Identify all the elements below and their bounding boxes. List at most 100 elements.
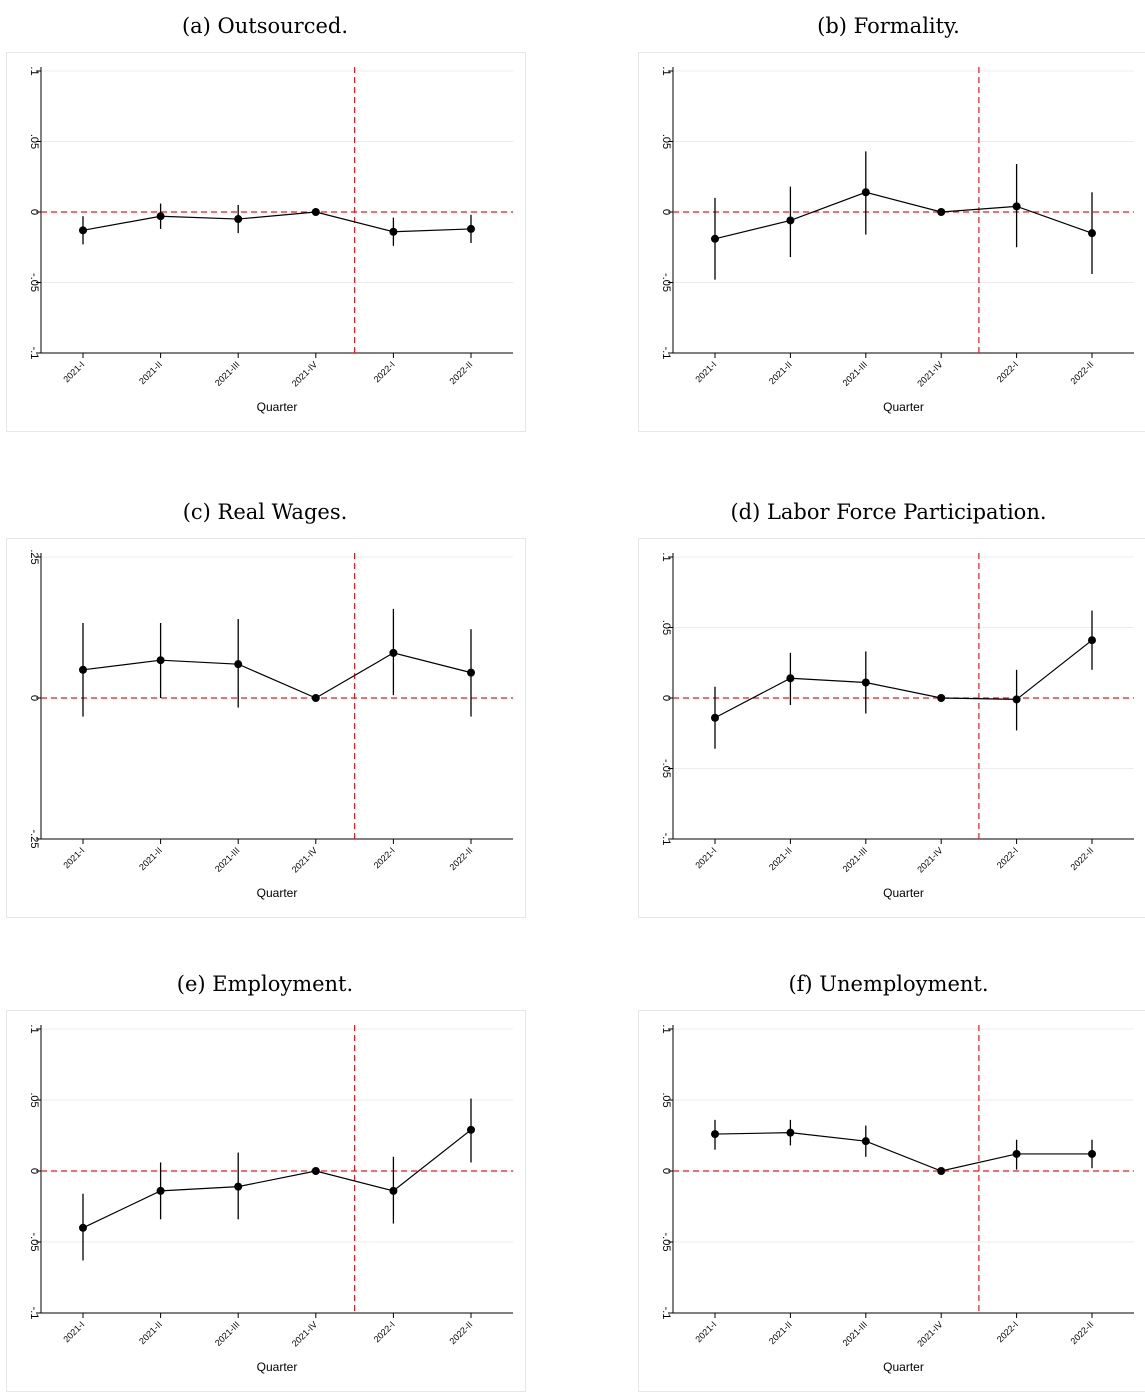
chart-title: (c) Real Wages. — [182, 500, 348, 524]
x-tick-label: 2021-IV — [915, 845, 944, 874]
x-tick-label: 2021-II — [767, 359, 794, 386]
data-point — [389, 648, 398, 657]
chart-title: (a) Outsourced. — [181, 14, 349, 38]
plot-frame: .1 .05 0 -.05 -.1 2021-I 2021-II 2021-III 2021-I… — [638, 1010, 1145, 1392]
y-tick-label: 0 — [28, 209, 40, 215]
y-tick-label: -.1 — [660, 833, 672, 846]
y-tick-label: .05 — [660, 620, 672, 635]
x-tick-label: 2022-II — [1069, 359, 1096, 386]
data-point — [1012, 1149, 1021, 1158]
y-tick-label: 0 — [660, 695, 672, 701]
data-point — [234, 215, 243, 224]
x-tick-label: 2021-II — [767, 1319, 794, 1346]
chart-panel-b: (b) Formality. .1 .05 0 -.05 -.1 2021-I 2021-I… — [632, 0, 1145, 440]
series-line — [82, 1129, 472, 1229]
x-tick-label: 2021-III — [841, 359, 870, 388]
x-axis-label: Quarter — [883, 400, 924, 414]
chart-panel-e: (e) Employment. .1 .05 0 -.05 -.1 2021-I 2021-… — [0, 958, 530, 1397]
y-tick-label: -.1 — [660, 347, 672, 360]
data-point — [786, 1128, 795, 1137]
y-tick-label: 0 — [28, 695, 40, 701]
series-line — [714, 1132, 1092, 1172]
x-tick-label: 2022-II — [448, 1319, 475, 1346]
y-tick-label: .05 — [660, 134, 672, 149]
data-point — [1088, 636, 1096, 645]
x-tick-label: 2021-I — [61, 359, 86, 384]
plot-frame: .25 0 -.25 2021-I 2021-II 2021-III 2021-IV 2022… — [6, 538, 526, 918]
x-tick-label: 2022-I — [995, 845, 1020, 870]
data-point — [79, 1223, 87, 1232]
y-tick-label: .1 — [28, 66, 40, 75]
y-tick-label: -.05 — [660, 273, 672, 292]
y-tick-label: .1 — [660, 66, 672, 75]
x-tick-label: 2021-IV — [915, 359, 944, 388]
chart-svg: .1 .05 0 -.05 -.1 2021-I 2021-II 2021-III 2021-I… — [660, 66, 1134, 414]
data-point — [786, 216, 795, 225]
chart-svg: .1 .05 0 -.05 -.1 2021-I 2021-II 2021-III 2021-I… — [660, 552, 1134, 900]
y-tick-label: .1 — [660, 1024, 672, 1033]
data-point — [1012, 202, 1021, 211]
data-point — [467, 1125, 475, 1134]
y-tick-label: -.05 — [660, 759, 672, 778]
data-point — [311, 1167, 320, 1175]
x-tick-label: 2022-II — [1069, 1319, 1096, 1346]
data-point — [79, 665, 87, 674]
x-tick-label: 2022-II — [448, 359, 475, 386]
y-tick-label: -.25 — [28, 830, 40, 849]
y-tick-label: 0 — [660, 209, 672, 215]
y-tick-label: 0 — [28, 1168, 40, 1174]
data-point — [937, 208, 946, 216]
data-point — [156, 656, 165, 665]
data-point — [389, 227, 398, 236]
x-axis-label: Quarter — [257, 886, 298, 900]
x-tick-label: 2022-I — [995, 1319, 1020, 1344]
chart-panel-c: (c) Real Wages. .25 0 -.25 2021-I 2021-II 202… — [0, 486, 530, 926]
chart-panel-f: (f) Unemployment. .1 .05 0 -.05 -.1 2021-I 202… — [632, 958, 1145, 1397]
x-tick-label: 2021-IV — [290, 1319, 319, 1348]
plot-frame: .1 .05 0 -.05 -.1 2021-I 2021-II 2021-III 2021-I… — [6, 52, 526, 432]
chart-panel-d: (d) Labor Force Participation. .1 .05 0 -.0… — [632, 486, 1145, 926]
x-tick-label: 2021-II — [767, 845, 794, 872]
data-point — [311, 208, 320, 216]
x-axis-label: Quarter — [257, 1360, 298, 1374]
x-tick-label: 2021-II — [137, 845, 164, 872]
x-tick-label: 2022-I — [995, 359, 1020, 384]
series-line — [82, 211, 472, 233]
x-tick-label: 2021-IV — [290, 359, 319, 388]
data-point — [467, 224, 475, 233]
chart-svg: .1 .05 0 -.05 -.1 2021-I 2021-II 2021-III 2021-I… — [28, 1024, 513, 1374]
x-tick-label: 2021-III — [213, 845, 242, 874]
data-point — [1088, 1149, 1096, 1158]
x-tick-label: 2021-III — [213, 1319, 242, 1348]
x-tick-label: 2021-IV — [915, 1319, 944, 1348]
chart-svg: .25 0 -.25 2021-I 2021-II 2021-III 2021-IV 2022… — [28, 549, 513, 900]
x-tick-label: 2022-II — [448, 845, 475, 872]
y-tick-label: -.05 — [28, 1233, 40, 1252]
data-point — [1012, 695, 1021, 704]
y-tick-label: -.1 — [660, 1307, 672, 1320]
data-point — [786, 674, 795, 683]
x-tick-label: 2021-I — [693, 359, 718, 384]
x-tick-label: 2021-I — [693, 845, 718, 870]
chart-title: (f) Unemployment. — [788, 972, 989, 996]
data-point — [937, 1167, 946, 1175]
x-axis-label: Quarter — [883, 886, 924, 900]
data-point — [467, 668, 475, 677]
x-tick-label: 2022-I — [372, 845, 397, 870]
x-tick-label: 2021-III — [841, 845, 870, 874]
x-tick-label: 2021-II — [137, 1319, 164, 1346]
x-tick-label: 2021-I — [61, 1319, 86, 1344]
data-point — [861, 188, 870, 197]
y-tick-label: -.1 — [28, 1307, 40, 1320]
y-tick-label: .05 — [28, 134, 40, 149]
data-point — [711, 713, 719, 722]
chart-title: (b) Formality. — [817, 14, 960, 38]
data-point — [234, 660, 243, 669]
data-point — [79, 226, 87, 235]
x-tick-label: 2021-II — [137, 359, 164, 386]
x-tick-label: 2021-IV — [290, 845, 319, 874]
x-tick-label: 2022-I — [372, 359, 397, 384]
data-point — [156, 212, 165, 221]
series-line — [714, 191, 1093, 240]
data-point — [234, 1182, 243, 1191]
